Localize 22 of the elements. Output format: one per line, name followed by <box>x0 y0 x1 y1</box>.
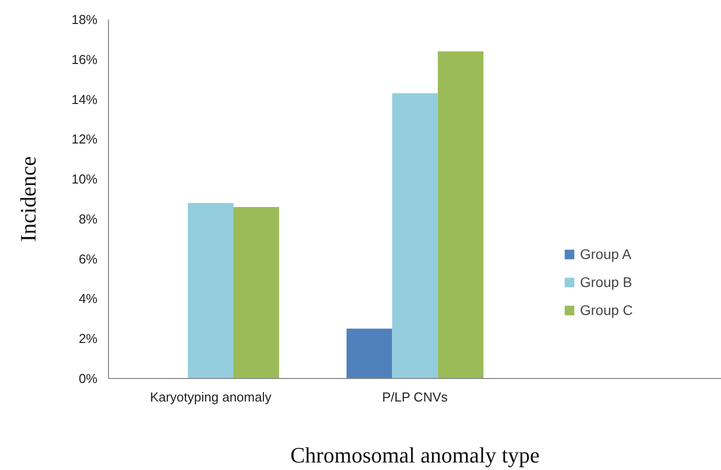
y-tick-label: 0% <box>78 371 98 386</box>
y-tick-label: 8% <box>78 211 98 226</box>
y-tick-label: 12% <box>71 132 98 147</box>
x-tick-label: Karyotyping anomaly <box>150 390 272 404</box>
y-tick-label: 10% <box>71 172 98 187</box>
bar <box>392 93 438 378</box>
bar <box>346 328 392 378</box>
y-tick-label: 18% <box>71 12 98 27</box>
bar <box>188 202 234 378</box>
y-tick-label: 2% <box>78 331 98 346</box>
bar <box>233 206 280 378</box>
bar <box>438 51 484 378</box>
legend-label: Group B <box>580 274 632 290</box>
y-tick-label: 6% <box>78 251 98 266</box>
y-tick-label: 14% <box>71 92 98 107</box>
x-tick-label: P/LP CNVs <box>382 390 448 404</box>
legend-label: Group C <box>580 302 633 318</box>
x-axis-title: Chromosomal anomaly type <box>290 442 540 468</box>
y-tick-label: 16% <box>71 52 98 67</box>
y-axis-title: Incidence <box>15 156 40 242</box>
y-tick-label: 4% <box>78 291 98 306</box>
legend-label: Group A <box>580 246 632 262</box>
